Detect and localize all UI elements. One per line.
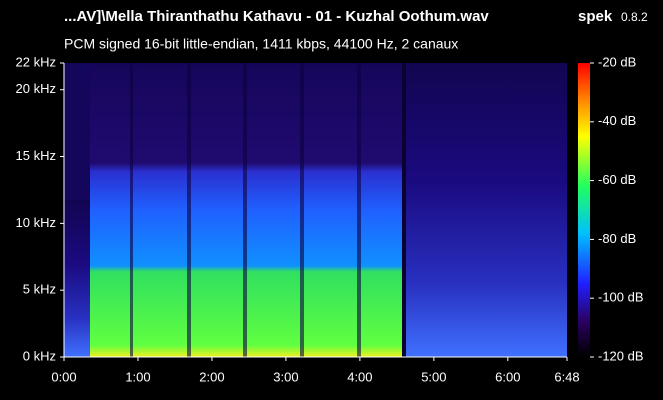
x-tick-label: 6:48: [554, 369, 579, 384]
x-tick-label: 0:00: [51, 369, 76, 384]
colorbar: [578, 63, 590, 357]
spectrogram-quiet: [406, 63, 567, 357]
spectrogram-intro: [64, 200, 90, 357]
colorbar-tick-label: -100 dB: [598, 290, 644, 305]
spectrogram-stripe: [187, 63, 191, 357]
y-tick-label: 5 kHz: [23, 282, 56, 297]
subtitle: PCM signed 16-bit little-endian, 1411 kb…: [64, 36, 458, 52]
x-tick-label: 1:00: [125, 369, 150, 384]
y-tick-label: 20 kHz: [16, 81, 56, 96]
x-tick-label: 3:00: [273, 369, 298, 384]
app-name: spek: [578, 8, 613, 25]
spectrogram-stripe: [130, 63, 133, 357]
colorbar-tick-label: -120 dB: [598, 348, 644, 363]
colorbar-tick-label: -20 dB: [598, 54, 636, 69]
x-tick-label: 2:00: [199, 369, 224, 384]
spectrogram: [64, 63, 567, 357]
file-title: ...AV]\Mella Thiranthathu Kathavu - 01 -…: [64, 8, 489, 25]
spectrogram-gap: [402, 63, 406, 357]
x-tick-label: 5:00: [421, 369, 446, 384]
x-tick-label: 4:00: [347, 369, 372, 384]
app-version: 0.8.2: [621, 10, 648, 24]
x-tick-label: 6:00: [495, 369, 520, 384]
y-tick-label: 0 kHz: [23, 348, 56, 363]
colorbar-tick-label: -60 dB: [598, 172, 636, 187]
y-tick-label: 15 kHz: [16, 148, 56, 163]
spectrogram-stripe: [357, 63, 361, 357]
colorbar-tick-label: -80 dB: [598, 231, 636, 246]
spectrogram-stripe: [300, 63, 304, 357]
y-tick-label: 10 kHz: [16, 215, 56, 230]
spectrogram-stripe: [243, 63, 247, 357]
y-tick-label: 22 kHz: [16, 54, 56, 69]
colorbar-tick-label: -40 dB: [598, 113, 636, 128]
